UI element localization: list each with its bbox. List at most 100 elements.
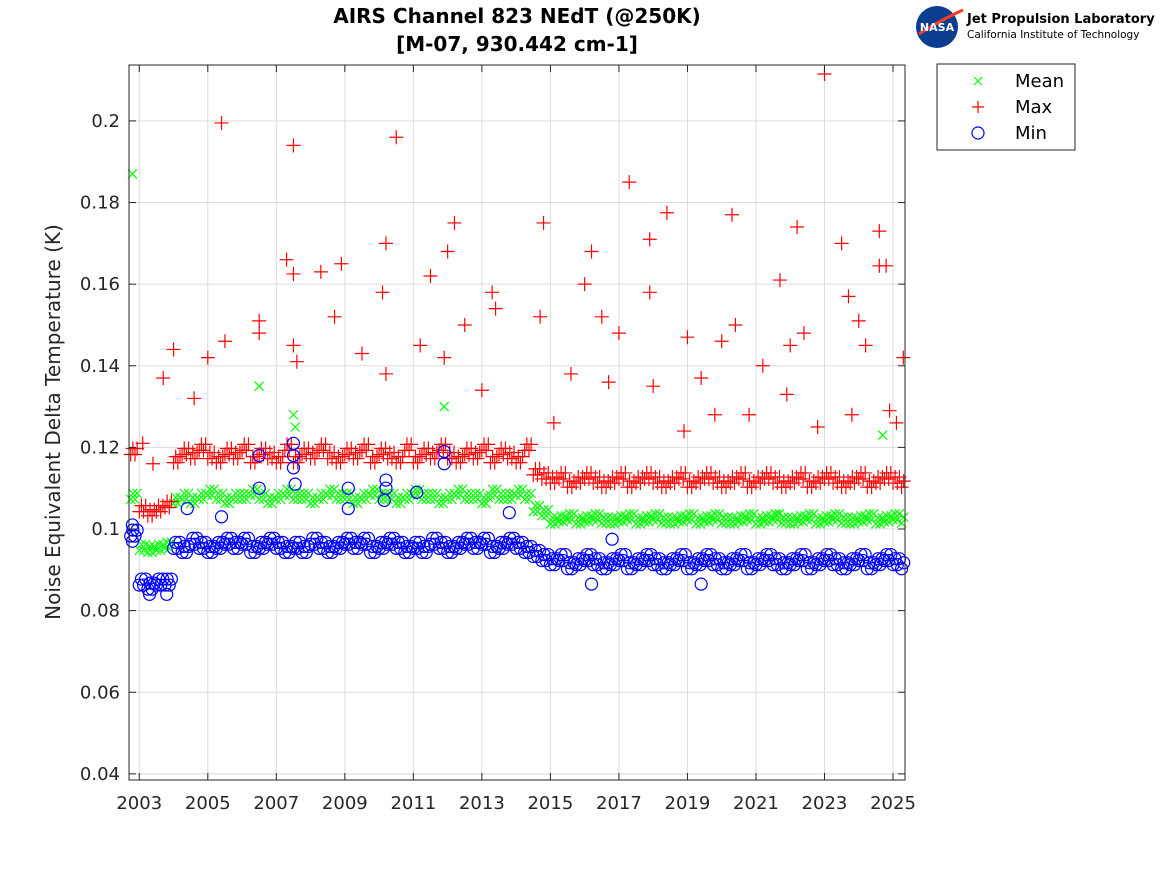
outlier-point-min (502, 506, 516, 520)
data-point-max (222, 447, 237, 462)
data-point-min (318, 535, 333, 549)
data-point-max (181, 441, 196, 456)
outlier-point-max (286, 338, 301, 353)
data-point-min (522, 545, 536, 560)
data-point-min (678, 547, 692, 562)
outlier-point-max (680, 330, 695, 345)
data-point-min (631, 552, 645, 566)
data-point-max (755, 470, 770, 485)
outlier-point-max (622, 175, 637, 190)
series-min (124, 436, 911, 601)
data-point-min (588, 552, 602, 566)
data-point-min (222, 537, 236, 551)
data-point-mean (781, 518, 791, 528)
data-point-min (207, 539, 221, 554)
data-point-min (820, 547, 834, 562)
data-point-max (489, 449, 504, 464)
data-point-max (350, 451, 365, 466)
data-point-mean (481, 498, 492, 509)
data-point-max (892, 470, 907, 485)
data-point-mean (881, 510, 892, 521)
data-point-mean (196, 488, 207, 499)
outlier-point-max (841, 289, 856, 304)
data-point-max (590, 476, 605, 491)
data-point-min (837, 556, 851, 570)
data-point-min (772, 552, 787, 566)
data-point-min (383, 531, 397, 545)
data-point-min (734, 547, 748, 562)
outlier-point-max (286, 266, 301, 281)
data-point-max (881, 471, 896, 486)
data-point-mean (153, 539, 164, 550)
outlier-point-max (289, 354, 304, 369)
data-point-max (395, 449, 410, 464)
data-point-min (282, 545, 296, 560)
data-point-min (391, 535, 405, 549)
outlier-point-max (536, 215, 551, 230)
data-point-max (532, 461, 547, 476)
outlier-point-max (375, 285, 390, 300)
data-point-min (164, 572, 178, 586)
data-point-min (464, 531, 478, 545)
data-point-mean (273, 488, 284, 499)
data-point-mean (543, 504, 554, 515)
data-point-max (367, 455, 382, 470)
data-point-max (607, 476, 622, 491)
outlier-point-mean (290, 422, 301, 432)
data-point-min (471, 541, 485, 555)
x-tick-label: 2013 (459, 793, 505, 814)
y-tick-label: 0.06 (80, 682, 120, 703)
data-point-mean (607, 512, 618, 523)
data-point-min (653, 552, 667, 566)
data-point-min (342, 537, 356, 551)
data-point-max (481, 437, 496, 452)
data-point-min (556, 553, 570, 568)
data-point-mean (299, 488, 310, 499)
data-point-min (528, 543, 543, 558)
data-point-min (411, 541, 425, 555)
data-point-max (136, 504, 151, 519)
data-point-max (710, 476, 725, 491)
data-point-mean (693, 512, 704, 523)
outlier-point-min (286, 461, 301, 475)
data-point-max (841, 474, 856, 489)
data-point-max (695, 470, 710, 485)
data-point-max (599, 480, 614, 495)
outlier-point-max (135, 436, 150, 451)
data-point-min (708, 552, 722, 566)
data-point-max (744, 480, 759, 495)
data-point-max (633, 476, 648, 491)
data-point-min (682, 556, 697, 570)
data-point-min (400, 539, 414, 554)
data-point-min (745, 562, 759, 576)
data-point-min (785, 552, 799, 566)
outlier-point-max (214, 115, 229, 130)
data-point-min (359, 537, 373, 551)
data-point-max (798, 465, 813, 480)
data-point-max (601, 474, 616, 489)
data-point-mean (616, 510, 626, 521)
data-point-mean (359, 488, 370, 499)
data-point-max (890, 476, 905, 491)
data-point-min (438, 535, 453, 549)
data-point-min (136, 578, 151, 592)
data-point-min (147, 576, 161, 590)
data-point-min (310, 531, 324, 545)
legend-marker-max (972, 101, 984, 113)
outlier-point-min (160, 587, 174, 601)
data-point-min (704, 547, 718, 562)
data-point-min (353, 535, 367, 549)
outlier-point-max (474, 383, 489, 398)
data-point-min (648, 552, 662, 566)
data-point-mean (804, 508, 815, 519)
data-point-mean (787, 512, 798, 523)
data-point-mean (504, 488, 515, 499)
data-point-min (841, 556, 855, 570)
data-point-max (162, 500, 177, 515)
data-point-mean (316, 488, 327, 499)
data-point-mean (864, 508, 875, 519)
data-point-min (293, 535, 307, 549)
data-point-min (862, 556, 877, 570)
outlier-point-max (166, 342, 181, 357)
data-point-mean (654, 508, 665, 519)
